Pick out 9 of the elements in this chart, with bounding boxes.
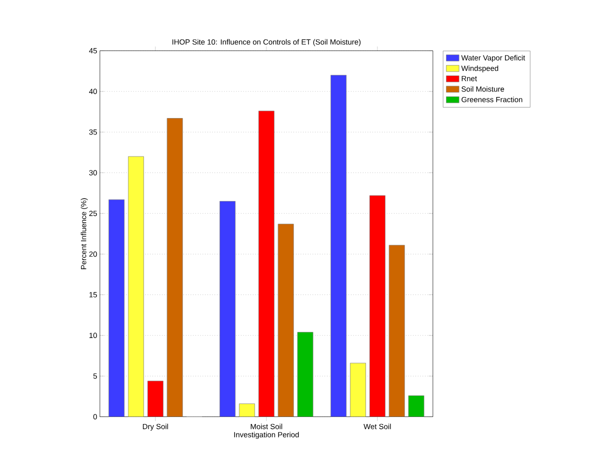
bar (297, 332, 314, 417)
bar (166, 118, 183, 417)
bar (220, 201, 236, 417)
bar (330, 74, 347, 417)
bar (278, 224, 294, 417)
bar (108, 199, 125, 417)
bar (408, 395, 424, 417)
bar (239, 404, 255, 417)
bar (388, 244, 405, 417)
